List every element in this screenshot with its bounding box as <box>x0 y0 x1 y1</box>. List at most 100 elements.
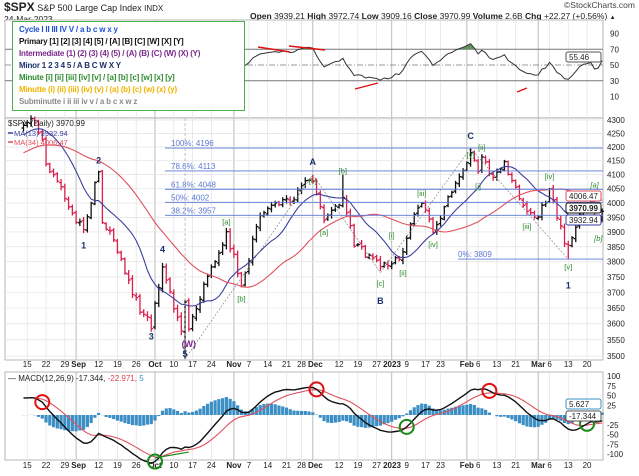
histogram-bar <box>123 415 127 424</box>
legend-primary: Primary [1] [2] [3] [4] [5] / [A] [B] [C… <box>19 37 184 46</box>
ohlc-bar <box>66 196 71 210</box>
wave-label: [b] <box>339 166 347 175</box>
ohlc-bar <box>179 312 184 336</box>
x-tick-label: 20 <box>583 461 592 470</box>
x-tick-label: 29 <box>60 461 69 470</box>
histogram-bar <box>397 415 401 419</box>
ohlc-bar <box>164 263 169 284</box>
histogram-bar <box>345 415 349 422</box>
ma34-legend: MA(34) 4006.47 <box>14 138 68 147</box>
x-tick-label: 22 <box>42 461 51 470</box>
histogram-bar <box>431 408 435 415</box>
ohlc-bar <box>352 223 357 248</box>
quote-bar: Open 3939.21 High 3972.74 Low 3909.16 Cl… <box>250 11 616 21</box>
x-tick-label: Mar <box>531 360 545 369</box>
histogram-bar <box>517 415 522 424</box>
histogram-bar <box>51 415 56 428</box>
wave-label: 2 <box>96 156 101 166</box>
price-tick-label: 4250 <box>607 129 625 138</box>
ma34-tag-box <box>565 190 602 202</box>
x-tick-label: 14 <box>263 360 272 369</box>
buy-signal-circle <box>398 418 415 435</box>
histogram-bar <box>153 415 157 421</box>
histogram-bar <box>134 415 138 426</box>
macd-legend-signal: -22.971, <box>108 374 140 383</box>
macd-tag: -17.344 <box>569 412 597 421</box>
histogram-bar <box>446 408 450 415</box>
ohlc-bar <box>337 203 342 209</box>
macd-hist-tag-box <box>565 398 602 410</box>
ohlc-bar <box>141 309 146 318</box>
ohlc-bar <box>55 172 60 183</box>
x-tick-label: Nov <box>226 461 242 470</box>
x-tick-label: 6 <box>476 461 481 470</box>
ohlc-bar <box>468 148 473 167</box>
ohlc-bar <box>438 215 443 227</box>
ma13-tag-box <box>565 214 602 226</box>
chg-label: Chg <box>525 11 542 21</box>
histogram-bar <box>78 415 82 431</box>
price-tick-label: 3750 <box>607 273 625 282</box>
ohlc-bar <box>528 207 533 216</box>
histogram-bar <box>333 415 337 423</box>
x-tick-label: 19 <box>113 461 122 470</box>
ohlc-bar <box>194 305 199 321</box>
ohlc-bar <box>145 311 150 322</box>
macd-tick-label: -100 <box>607 450 624 459</box>
sell-signal-circle <box>481 382 498 399</box>
legend-subminutte: Subminutte i ii iii iv v / a b c x w z <box>19 97 138 106</box>
ohlc-bar <box>310 174 315 184</box>
macd-tick-label: 75 <box>607 382 616 391</box>
x-tick-label: 23 <box>436 360 445 369</box>
histogram-bar <box>119 415 123 422</box>
x-tick-label: 12 <box>335 461 344 470</box>
price-tick-label: 4150 <box>607 157 625 166</box>
x-tick-label: 15 <box>23 461 32 470</box>
price-tick-label: 4200 <box>607 143 625 152</box>
wave-label: [i] <box>389 231 395 240</box>
ohlc-bar <box>32 116 37 125</box>
histogram-bar <box>269 403 274 415</box>
ohlc-bar <box>322 204 327 224</box>
histogram-bar <box>228 398 232 415</box>
histogram-bar <box>247 411 251 415</box>
x-tick-label: 21 <box>511 360 520 369</box>
histogram-bar <box>412 407 416 415</box>
ohlc-bar <box>348 208 353 229</box>
ohlc-bar <box>231 244 236 258</box>
histogram-bar <box>476 407 480 415</box>
histogram-bar <box>254 407 259 415</box>
histogram-bar <box>525 415 529 427</box>
ohlc-bar <box>85 214 90 233</box>
ohlc-bar <box>385 260 390 270</box>
x-tick-label: 2023 <box>383 360 401 369</box>
histogram-bar <box>544 415 548 423</box>
wave-label: [a] <box>222 218 230 227</box>
histogram-bar <box>284 407 289 415</box>
histogram-bar <box>74 415 78 432</box>
ohlc-bar <box>149 314 154 332</box>
histogram-bar <box>318 415 322 418</box>
x-tick-label: 26 <box>132 461 141 470</box>
histogram-bar <box>352 415 356 426</box>
wave-label: 3 <box>149 332 154 342</box>
x-tick-label: 26 <box>132 360 141 369</box>
x-tick-label: 23 <box>436 461 445 470</box>
sell-signal-circle <box>34 394 51 411</box>
wave-trend-line <box>312 174 381 273</box>
histogram-bar <box>108 415 112 418</box>
x-tick-label: 21 <box>282 461 291 470</box>
wave-label: [c] <box>376 279 384 288</box>
x-tick-label: 24 <box>207 360 216 369</box>
wave-label: [c] <box>309 176 317 185</box>
ohlc-bar <box>100 169 105 224</box>
histogram-bar <box>213 400 217 415</box>
histogram-bar <box>329 415 334 424</box>
ohlc-bar <box>228 228 233 253</box>
x-tick-label: 17 <box>421 360 430 369</box>
macd-tag-box <box>565 410 602 422</box>
x-tick-label: 29 <box>60 360 69 369</box>
wave-label: (W) <box>182 339 197 349</box>
buy-signal-circle <box>147 453 163 470</box>
close-label: Close <box>414 11 438 21</box>
